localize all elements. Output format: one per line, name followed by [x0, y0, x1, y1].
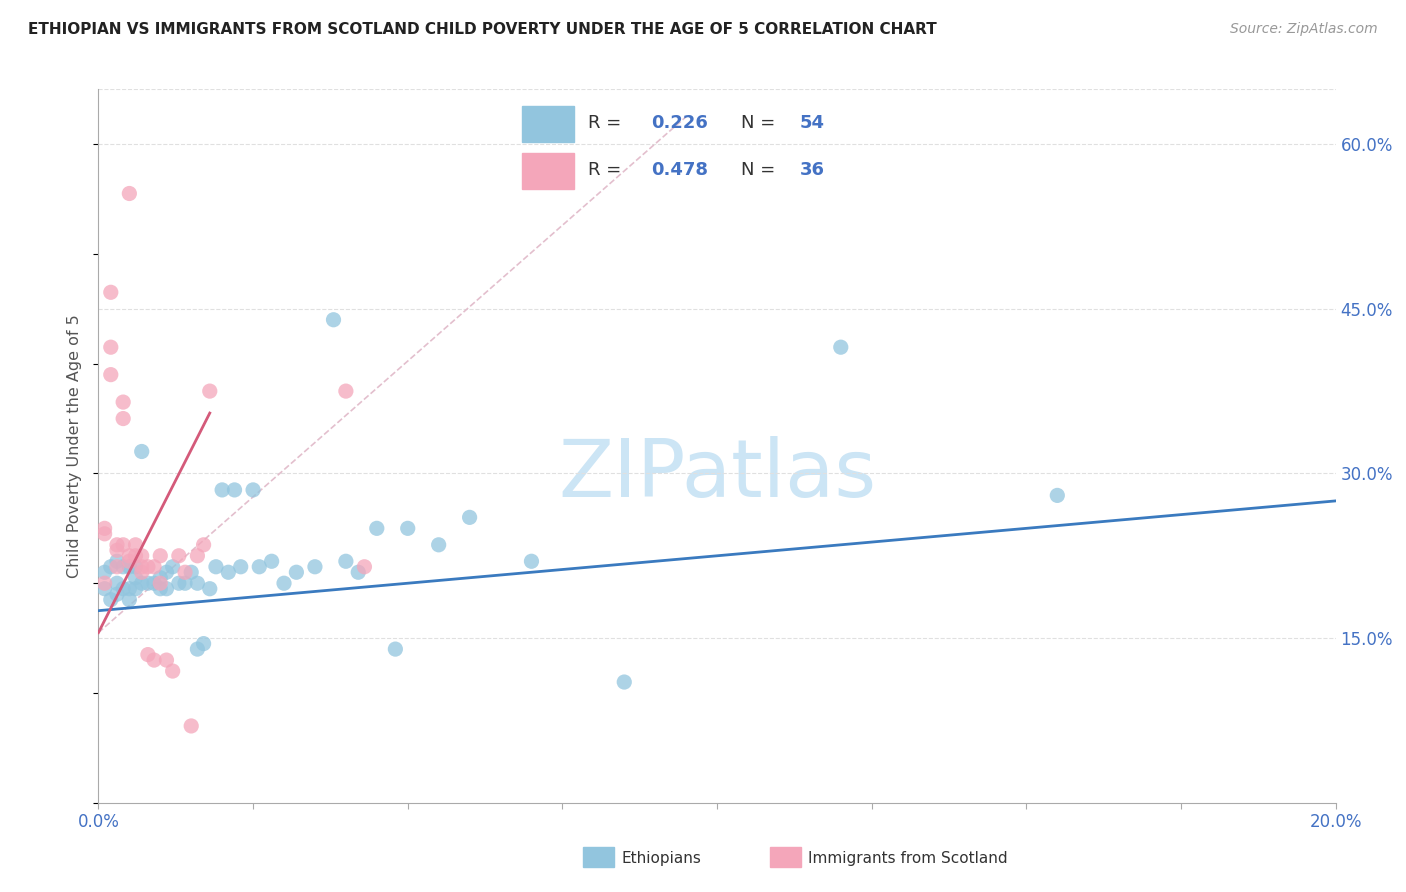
Point — [520, 554, 543, 568]
Point — [112, 582, 135, 596]
Point — [205, 559, 228, 574]
Point — [155, 566, 177, 580]
Point — [131, 576, 153, 591]
Point — [149, 582, 172, 596]
Point — [143, 576, 166, 591]
Point — [100, 368, 122, 382]
Point — [93, 582, 115, 596]
Point — [335, 554, 357, 568]
Text: Immigrants from Scotland: Immigrants from Scotland — [808, 851, 1008, 865]
Point — [186, 549, 208, 563]
Point — [100, 340, 122, 354]
Text: Source: ZipAtlas.com: Source: ZipAtlas.com — [1230, 22, 1378, 37]
Point — [322, 312, 344, 326]
Point — [285, 566, 308, 580]
Text: Ethiopians: Ethiopians — [621, 851, 702, 865]
Point — [105, 543, 128, 558]
Text: ZIPatlas: ZIPatlas — [558, 435, 876, 514]
Point — [112, 411, 135, 425]
Point — [105, 538, 128, 552]
Point — [155, 582, 177, 596]
Point — [143, 653, 166, 667]
Point — [366, 521, 388, 535]
Point — [118, 554, 141, 568]
Point — [174, 566, 197, 580]
Point — [118, 582, 141, 596]
Point — [830, 340, 852, 354]
Point — [118, 559, 141, 574]
Point — [105, 554, 128, 568]
Point — [273, 576, 295, 591]
Point — [193, 637, 215, 651]
Point — [105, 559, 128, 574]
Point — [112, 538, 135, 552]
Point — [118, 549, 141, 563]
Point — [174, 576, 197, 591]
Point — [93, 521, 115, 535]
Point — [105, 587, 128, 601]
Point — [143, 559, 166, 574]
Point — [112, 559, 135, 574]
Point — [100, 592, 122, 607]
Point — [186, 576, 208, 591]
Point — [229, 559, 252, 574]
Point — [93, 526, 115, 541]
Point — [242, 483, 264, 497]
Text: ETHIOPIAN VS IMMIGRANTS FROM SCOTLAND CHILD POVERTY UNDER THE AGE OF 5 CORRELATI: ETHIOPIAN VS IMMIGRANTS FROM SCOTLAND CH… — [28, 22, 936, 37]
Point — [1046, 488, 1069, 502]
Point — [335, 384, 357, 398]
Point — [131, 566, 153, 580]
Point — [198, 384, 221, 398]
Point — [458, 510, 481, 524]
Point — [186, 642, 208, 657]
Point — [136, 559, 159, 574]
Point — [136, 648, 159, 662]
Point — [162, 664, 184, 678]
Point — [247, 559, 270, 574]
Point — [198, 582, 221, 596]
Point — [136, 576, 159, 591]
Point — [100, 559, 122, 574]
Point — [112, 395, 135, 409]
Point — [396, 521, 419, 535]
Point — [427, 538, 450, 552]
Point — [167, 549, 190, 563]
Point — [124, 559, 146, 574]
Point — [105, 576, 128, 591]
Point — [118, 592, 141, 607]
Point — [93, 566, 115, 580]
Point — [304, 559, 326, 574]
Point — [211, 483, 233, 497]
Point — [124, 549, 146, 563]
Y-axis label: Child Poverty Under the Age of 5: Child Poverty Under the Age of 5 — [67, 314, 83, 578]
Point — [131, 549, 153, 563]
Point — [131, 559, 153, 574]
Point — [124, 571, 146, 585]
Point — [613, 675, 636, 690]
Point — [217, 566, 239, 580]
Point — [118, 186, 141, 201]
Point — [180, 566, 202, 580]
Point — [167, 576, 190, 591]
Point — [162, 559, 184, 574]
Point — [224, 483, 246, 497]
Point — [260, 554, 283, 568]
Point — [193, 538, 215, 552]
Point — [131, 444, 153, 458]
Point — [100, 285, 122, 300]
Point — [180, 719, 202, 733]
Point — [384, 642, 406, 657]
Point — [149, 571, 172, 585]
Point — [155, 653, 177, 667]
Point — [93, 576, 115, 591]
Point — [149, 549, 172, 563]
Point — [124, 582, 146, 596]
Point — [124, 538, 146, 552]
Point — [149, 576, 172, 591]
Point — [353, 559, 375, 574]
Point — [347, 566, 370, 580]
